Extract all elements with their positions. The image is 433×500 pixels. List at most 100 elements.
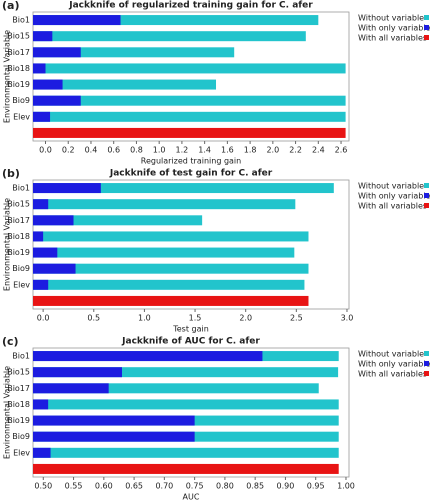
x-tick-label: 0.6 xyxy=(107,146,120,155)
x-axis-label: Regularized training gain xyxy=(141,157,241,166)
y-axis-label: Environmental Variable xyxy=(3,198,12,291)
bar xyxy=(33,15,121,26)
y-tick-label: Bio17 xyxy=(7,48,30,57)
legend-label: With only variable xyxy=(358,360,431,369)
x-tick-label: 0.80 xyxy=(216,482,234,491)
bar xyxy=(33,199,49,210)
legend-label: Without variable xyxy=(358,182,424,191)
bar xyxy=(33,447,339,458)
bar xyxy=(33,47,235,58)
y-tick-label: Bio9 xyxy=(12,96,30,105)
x-tick-label: 1.6 xyxy=(221,146,234,155)
legend-label: With only variable xyxy=(358,24,431,33)
legend-swatch xyxy=(424,351,429,356)
y-tick-label: Elev xyxy=(13,280,30,289)
bar xyxy=(33,431,195,442)
x-tick-label: 0.60 xyxy=(95,482,113,491)
bar xyxy=(33,79,217,90)
x-tick-label: 1.4 xyxy=(198,146,211,155)
x-tick-label: 0.90 xyxy=(277,482,295,491)
legend-swatch xyxy=(424,183,429,188)
x-tick-label: 1.2 xyxy=(176,146,189,155)
bar xyxy=(33,231,309,242)
bar xyxy=(33,199,296,210)
x-tick-label: 1.0 xyxy=(153,146,166,155)
x-axis-label: AUC xyxy=(183,493,200,500)
y-tick-label: Bio17 xyxy=(7,384,30,393)
x-tick-label: 0.70 xyxy=(155,482,173,491)
bar xyxy=(33,215,203,226)
y-tick-label: Bio18 xyxy=(7,232,30,241)
y-axis-label: Environmental Variable xyxy=(3,30,12,123)
x-tick-label: 0.0 xyxy=(37,314,50,323)
bar xyxy=(33,111,51,122)
bar xyxy=(33,263,309,274)
x-tick-label: 0.75 xyxy=(186,482,204,491)
x-tick-label: 1.0 xyxy=(138,314,151,323)
x-tick-label: 2.0 xyxy=(266,146,279,155)
x-tick-label: 1.5 xyxy=(189,314,202,323)
y-tick-label: Bio1 xyxy=(12,352,30,361)
bar xyxy=(33,399,339,410)
bar xyxy=(33,463,339,474)
legend-swatch xyxy=(424,25,429,30)
panel-label: (b) xyxy=(2,167,20,180)
y-tick-label: Elev xyxy=(13,112,30,121)
y-tick-label: Bio1 xyxy=(12,16,30,25)
bar xyxy=(33,367,339,378)
x-axis-label: Test gain xyxy=(172,325,209,334)
bar xyxy=(33,247,58,258)
x-tick-label: 0.8 xyxy=(130,146,143,155)
x-tick-label: 3.0 xyxy=(341,314,354,323)
y-tick-label: Elev xyxy=(13,448,30,457)
x-tick-label: 0.4 xyxy=(85,146,98,155)
y-tick-label: Bio15 xyxy=(7,32,30,41)
x-tick-label: 0.0 xyxy=(39,146,52,155)
chart-title: Jackknife of test gain for C. afer xyxy=(109,169,273,179)
x-tick-label: 0.2 xyxy=(62,146,75,155)
bar xyxy=(33,399,49,410)
y-tick-label: Bio18 xyxy=(7,400,30,409)
bar xyxy=(33,31,53,42)
bar xyxy=(33,63,46,74)
bar xyxy=(33,127,346,138)
bar xyxy=(33,15,319,26)
bar xyxy=(33,63,346,74)
y-tick-label: Bio19 xyxy=(7,416,30,425)
y-tick-label: Bio15 xyxy=(7,200,30,209)
legend-swatch xyxy=(424,15,429,20)
x-tick-label: 0.50 xyxy=(34,482,52,491)
x-tick-label: 0.55 xyxy=(65,482,83,491)
bar xyxy=(33,183,334,194)
bar xyxy=(33,183,101,194)
chart-title: Jackknife of AUC for C. afer xyxy=(121,337,260,347)
y-tick-label: Bio9 xyxy=(12,432,30,441)
legend-swatch xyxy=(424,371,429,376)
x-tick-label: 2.2 xyxy=(289,146,302,155)
x-tick-label: 0.5 xyxy=(87,314,100,323)
legend-label: With all variables xyxy=(358,202,427,211)
y-tick-label: Bio18 xyxy=(7,64,30,73)
panel-label: (a) xyxy=(2,0,19,12)
bar xyxy=(33,383,109,394)
legend-swatch xyxy=(424,361,429,366)
bar xyxy=(33,95,346,106)
bar xyxy=(33,279,305,290)
bar xyxy=(33,447,51,458)
bar xyxy=(33,95,81,106)
bar xyxy=(33,31,306,42)
x-tick-label: 0.85 xyxy=(246,482,264,491)
y-tick-label: Bio19 xyxy=(7,248,30,257)
bar xyxy=(33,351,263,362)
panel-label: (c) xyxy=(2,335,19,348)
bar xyxy=(33,247,295,258)
legend-swatch xyxy=(424,193,429,198)
x-tick-label: 0.95 xyxy=(307,482,325,491)
y-tick-label: Bio15 xyxy=(7,368,30,377)
legend-swatch xyxy=(424,203,429,208)
bar xyxy=(33,79,63,90)
legend-label: With only variable xyxy=(358,192,431,201)
legend-label: Without variable xyxy=(358,14,424,23)
y-tick-label: Bio19 xyxy=(7,80,30,89)
